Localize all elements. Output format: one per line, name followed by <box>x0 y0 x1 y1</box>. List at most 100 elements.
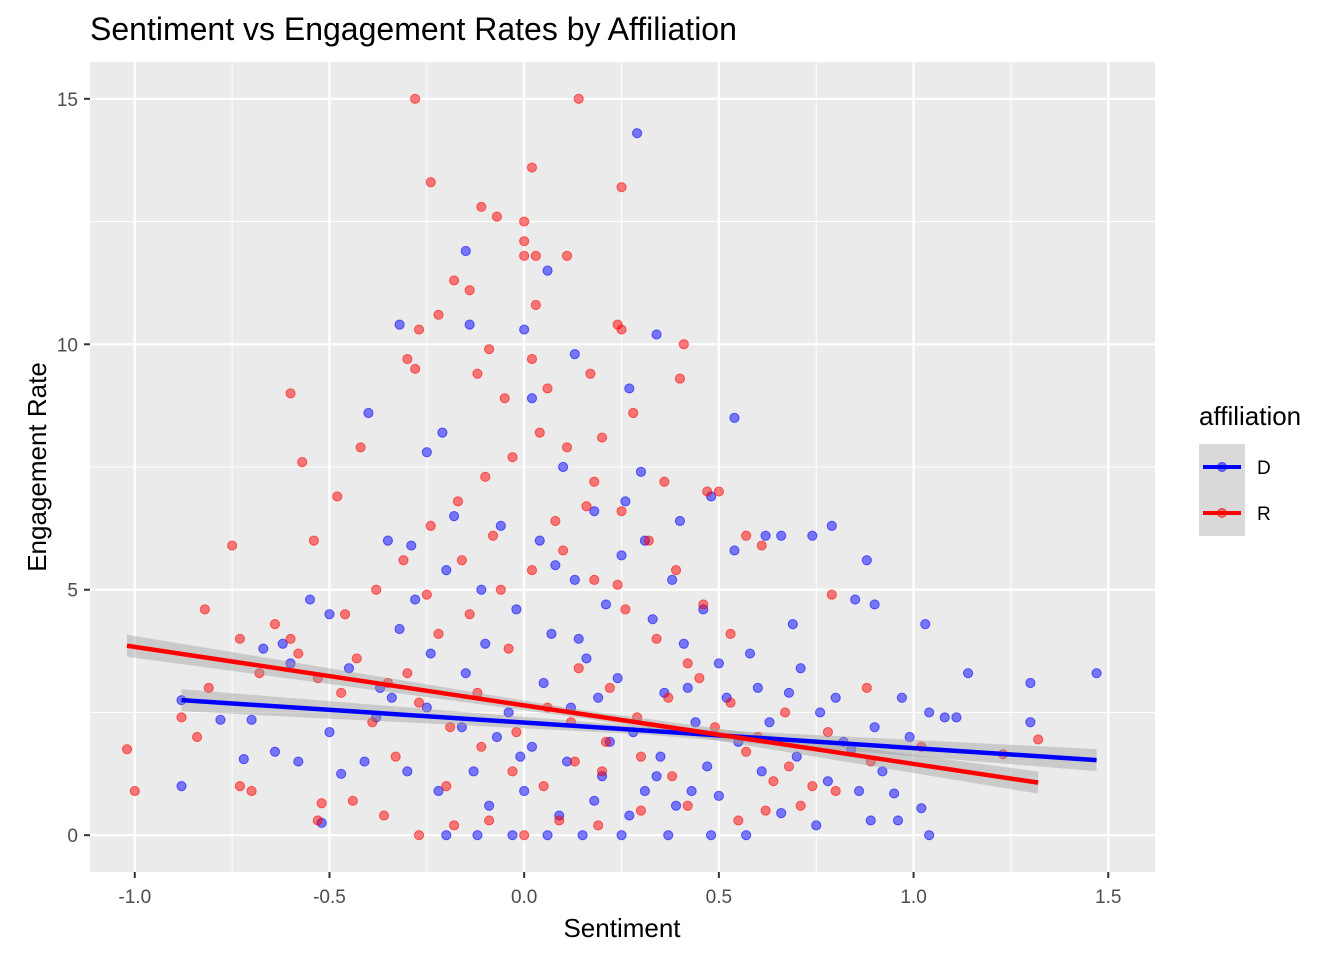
scatter-point-r <box>519 236 530 247</box>
scatter-point-r <box>480 471 491 482</box>
scatter-point-r <box>312 815 323 826</box>
scatter-point-r <box>176 712 187 723</box>
scatter-point-r <box>756 540 767 551</box>
scatter-point-d <box>382 535 393 546</box>
x-tick-label: 0.0 <box>511 887 537 908</box>
scatter-point-r <box>795 800 806 811</box>
scatter-point-r <box>741 746 752 757</box>
scatter-point-r <box>378 810 390 821</box>
scatter-point-r <box>628 407 639 419</box>
scatter-point-r <box>487 530 499 541</box>
scatter-point-r <box>674 373 686 384</box>
scatter-point-d <box>1025 677 1036 689</box>
scatter-point-d <box>324 726 335 738</box>
scatter-point-d <box>764 717 775 728</box>
scatter-point-d <box>702 761 713 772</box>
y-tick-label: 5 <box>67 581 78 602</box>
scatter-point-d <box>760 530 771 541</box>
scatter-point-r <box>635 805 647 816</box>
scatter-point-d <box>1025 717 1036 728</box>
scatter-point-d <box>515 751 526 762</box>
scatter-point-r <box>297 456 308 468</box>
scatter-point-r <box>643 535 654 546</box>
scatter-point-r <box>433 628 444 640</box>
scatter-point-d <box>616 830 627 841</box>
scatter-point-d <box>593 692 604 703</box>
scatter-point-r <box>526 564 538 576</box>
legend-point-r <box>1217 508 1227 518</box>
scatter-point-r <box>573 663 584 674</box>
scatter-point-d <box>507 830 518 841</box>
scatter-point-d <box>663 830 674 841</box>
scatter-point-r <box>413 324 425 335</box>
scatter-point-d <box>437 427 448 438</box>
scatter-point-d <box>542 265 553 276</box>
scatter-point-r <box>534 427 545 438</box>
scatter-point-r <box>476 201 487 212</box>
scatter-point-r <box>807 780 818 792</box>
scatter-point-r <box>464 609 475 620</box>
scatter-point-d <box>363 407 374 419</box>
scatter-point-r <box>651 633 662 644</box>
scatter-point-d <box>826 520 837 532</box>
scatter-point-r <box>826 589 837 600</box>
scatter-point-d <box>476 584 487 595</box>
scatter-point-d <box>791 751 802 762</box>
scatter-point-r <box>1033 734 1044 745</box>
scatter-point-d <box>304 594 316 605</box>
scatter-point-r <box>519 830 530 841</box>
scatter-point-r <box>596 432 608 443</box>
scatter-point-d <box>815 707 826 718</box>
scatter-point-d <box>850 594 861 605</box>
scatter-point-r <box>355 442 366 453</box>
scatter-point-r <box>830 785 841 797</box>
scatter-point-d <box>402 766 413 777</box>
scatter-point-d <box>713 658 724 669</box>
trend-line-d <box>181 697 1097 763</box>
scatter-point-d <box>861 555 872 566</box>
scatter-point-d <box>464 319 475 330</box>
scatter-point-d <box>519 324 530 335</box>
scatter-point-r <box>511 726 522 738</box>
x-tick-label: 1.5 <box>1095 887 1121 908</box>
scatter-point-d <box>924 830 935 841</box>
scatter-point-r <box>484 815 495 826</box>
scatter-point-d <box>421 702 432 713</box>
scatter-point-d <box>495 520 506 532</box>
scatter-point-r <box>561 442 573 453</box>
x-tick-label: 0.5 <box>706 887 732 908</box>
scatter-point-d <box>480 638 491 649</box>
scatter-point-d <box>853 785 865 797</box>
scatter-point-r <box>822 726 834 738</box>
scatter-point-r <box>351 653 362 664</box>
legend-label-r: R <box>1257 504 1271 525</box>
scatter-point-r <box>433 309 444 320</box>
scatter-point-r <box>519 250 530 262</box>
x-tick-label: -1.0 <box>118 887 151 908</box>
scatter-point-d <box>343 663 355 674</box>
scatter-point-d <box>729 545 740 556</box>
scatter-point-d <box>756 766 767 777</box>
scatter-point-r <box>538 780 549 792</box>
scatter-point-r <box>499 393 510 404</box>
scatter-point-d <box>238 753 249 765</box>
scatter-point-r <box>254 668 265 679</box>
scatter-point-r <box>573 93 584 104</box>
scatter-point-d <box>869 599 880 610</box>
chart-title: Sentiment vs Engagement Rates by Affilia… <box>90 11 737 47</box>
scatter-point-d <box>1091 668 1102 679</box>
scatter-point-d <box>484 800 495 811</box>
scatter-point-r <box>741 530 752 541</box>
scatter-point-d <box>624 383 635 394</box>
scatter-point-d <box>624 810 635 821</box>
scatter-point-r <box>285 388 296 399</box>
scatter-point-d <box>865 815 876 826</box>
scatter-point-r <box>203 682 214 694</box>
scatter-point-r <box>121 744 133 755</box>
scatter-point-r <box>234 780 246 792</box>
scatter-point-r <box>484 344 495 355</box>
scatter-point-d <box>752 682 763 694</box>
scatter-point-d <box>807 530 818 541</box>
scatter-point-d <box>542 830 553 841</box>
